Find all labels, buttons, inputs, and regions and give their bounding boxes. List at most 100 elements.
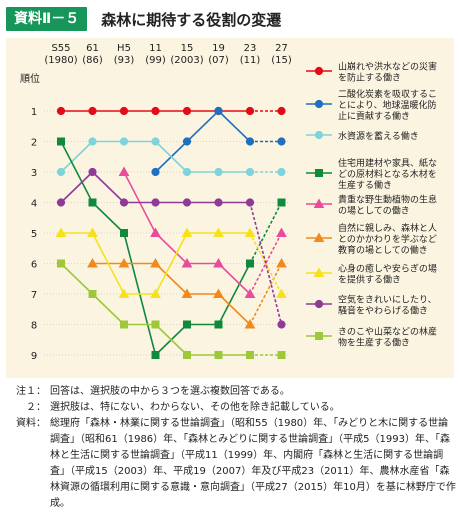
series-4-point-2 bbox=[118, 166, 130, 176]
series-4-segment-6 bbox=[249, 232, 283, 295]
series-1-point-4 bbox=[182, 137, 192, 146]
series-3-segment-0 bbox=[60, 141, 94, 203]
series-6-point-6 bbox=[244, 227, 256, 237]
series-5-point-5 bbox=[213, 288, 224, 298]
legend-label-1: 二酸化炭素を吸収することにより、地球温暖化防止に貢献する働き bbox=[338, 88, 437, 122]
x-label-0: S55 bbox=[51, 43, 70, 54]
series-3-point-5 bbox=[214, 320, 223, 329]
series-6-point-5 bbox=[213, 227, 224, 237]
note-source-text: 総理府「森林・林業に関する世論調査」（昭和55（1980）年、「みどりと木に関す… bbox=[50, 418, 456, 509]
series-2-point-4 bbox=[182, 167, 192, 177]
x-label-year-5: (07) bbox=[208, 55, 229, 66]
series-1-segment-5 bbox=[217, 110, 251, 143]
series-8-segment-0 bbox=[60, 262, 94, 295]
series-1-segment-4 bbox=[186, 110, 220, 143]
series-5-point-3 bbox=[150, 257, 161, 268]
x-label-6: 23 bbox=[244, 43, 257, 54]
series-8-point-3 bbox=[151, 320, 160, 329]
series-5-point-2 bbox=[118, 257, 130, 268]
series-2-segment-0 bbox=[60, 140, 94, 173]
y-tick-8: 8 bbox=[31, 321, 37, 332]
x-label-year-6: (11) bbox=[240, 55, 261, 66]
x-label-7: 27 bbox=[275, 43, 288, 54]
series-5-segment-6 bbox=[249, 263, 283, 325]
note-2: ２： 選択肢は、特にない、わからない、その他を除き記載している。 bbox=[4, 400, 456, 416]
series-3-point-2 bbox=[120, 229, 128, 237]
y-tick-5: 5 bbox=[31, 229, 37, 240]
series-5-point-6 bbox=[244, 318, 256, 329]
y-tick-7: 7 bbox=[31, 290, 37, 301]
series-3-segment-1 bbox=[91, 201, 125, 234]
series-3-point-4 bbox=[183, 320, 191, 329]
series-6-point-7 bbox=[276, 288, 287, 298]
series-7-point-5 bbox=[214, 198, 223, 207]
y-tick-3: 3 bbox=[31, 168, 37, 179]
rank-chart: S55(1980)61(86)H5(93)11(99)15(2003)19(07… bbox=[20, 43, 437, 362]
legend-marker-7 bbox=[314, 299, 324, 309]
series-6-point-4 bbox=[181, 227, 193, 237]
x-label-5: 19 bbox=[212, 43, 225, 54]
series-7-point-2 bbox=[119, 198, 129, 207]
series-2-point-3 bbox=[151, 137, 160, 146]
series-7-segment-0 bbox=[60, 171, 94, 204]
series-0-point-4 bbox=[182, 106, 192, 116]
series-8-point-0 bbox=[57, 259, 65, 268]
legend-label-8: きのこや山菜などの林産物を生産する働き bbox=[338, 326, 437, 349]
figure-title: 森林に期待する役割の変遷 bbox=[101, 10, 282, 29]
series-5-segment-5 bbox=[217, 293, 251, 326]
series-6-segment-1 bbox=[91, 232, 125, 295]
series-8-point-6 bbox=[246, 351, 254, 359]
legend-label-0: 山崩れや洪水などの災害を防止する働き bbox=[338, 61, 437, 84]
series-6-point-0 bbox=[55, 227, 67, 237]
series-0-point-2 bbox=[119, 106, 129, 116]
series-5-point-4 bbox=[181, 288, 193, 298]
series-8-segment-1 bbox=[91, 293, 125, 326]
series-8-point-5 bbox=[214, 351, 223, 359]
y-tick-6: 6 bbox=[31, 260, 37, 271]
x-label-3: 11 bbox=[149, 43, 162, 54]
y-tick-9: 9 bbox=[31, 351, 37, 362]
y-tick-1: 1 bbox=[31, 107, 37, 118]
note-source: 資料： 総理府「森林・林業に関する世論調査」（昭和55（1980）年、「みどりと… bbox=[4, 416, 456, 512]
note-1-key: 注１： bbox=[16, 386, 46, 397]
legend-label-6: 心身の癒しや安らぎの場を提供する働き bbox=[338, 263, 437, 286]
note-source-key: 資料： bbox=[16, 418, 46, 429]
series-4-point-5 bbox=[213, 257, 224, 268]
x-label-4: 15 bbox=[181, 43, 194, 54]
series-2-point-5 bbox=[214, 167, 223, 177]
legend-label-5: 自然に親しみ、森林と人とのかかわりを学ぶなど教育の場としての働き bbox=[338, 222, 437, 256]
series-2-point-7 bbox=[277, 167, 286, 177]
legend-label-4: 貴重な野生動植物の生息の場としての働き bbox=[338, 194, 437, 217]
legend-label-3: 住宅用建材や家具、紙などの原材料となる木材を生産する働き bbox=[338, 157, 437, 191]
series-4-segment-3 bbox=[154, 232, 188, 265]
note-1-text: 回答は、選択肢の中から３つを選ぶ複数回答である。 bbox=[50, 386, 290, 397]
legend-marker-6 bbox=[313, 267, 325, 277]
series-5-segment-3 bbox=[154, 262, 188, 295]
series-3-point-6 bbox=[246, 259, 254, 268]
x-label-year-4: (2003) bbox=[170, 55, 203, 66]
note-1: 注１： 回答は、選択肢の中から３つを選ぶ複数回答である。 bbox=[4, 384, 456, 400]
series-7-point-7 bbox=[277, 320, 286, 329]
series-7-segment-1 bbox=[91, 171, 125, 204]
x-label-year-2: (93) bbox=[114, 55, 135, 66]
legend-marker-5 bbox=[313, 232, 325, 242]
series-7-point-6 bbox=[245, 198, 255, 207]
x-label-year-0: (1980) bbox=[44, 55, 77, 66]
series-1-point-5 bbox=[214, 106, 223, 116]
series-2-point-6 bbox=[245, 167, 255, 177]
note-2-key: ２： bbox=[26, 402, 46, 413]
series-6-segment-3 bbox=[154, 232, 188, 295]
x-label-year-3: (99) bbox=[145, 55, 166, 66]
legend-marker-4 bbox=[313, 198, 325, 208]
series-4-point-3 bbox=[150, 227, 161, 237]
series-5-point-7 bbox=[276, 257, 287, 268]
series-7-point-1 bbox=[88, 167, 97, 177]
legend-marker-8 bbox=[315, 332, 323, 340]
series-2-point-1 bbox=[88, 137, 97, 146]
series-0-point-7 bbox=[277, 106, 286, 116]
series-5-point-1 bbox=[87, 257, 98, 268]
series-1-point-6 bbox=[245, 137, 255, 146]
series-4-point-7 bbox=[276, 227, 287, 237]
series-2-point-2 bbox=[119, 137, 129, 146]
series-6-point-3 bbox=[150, 288, 161, 298]
